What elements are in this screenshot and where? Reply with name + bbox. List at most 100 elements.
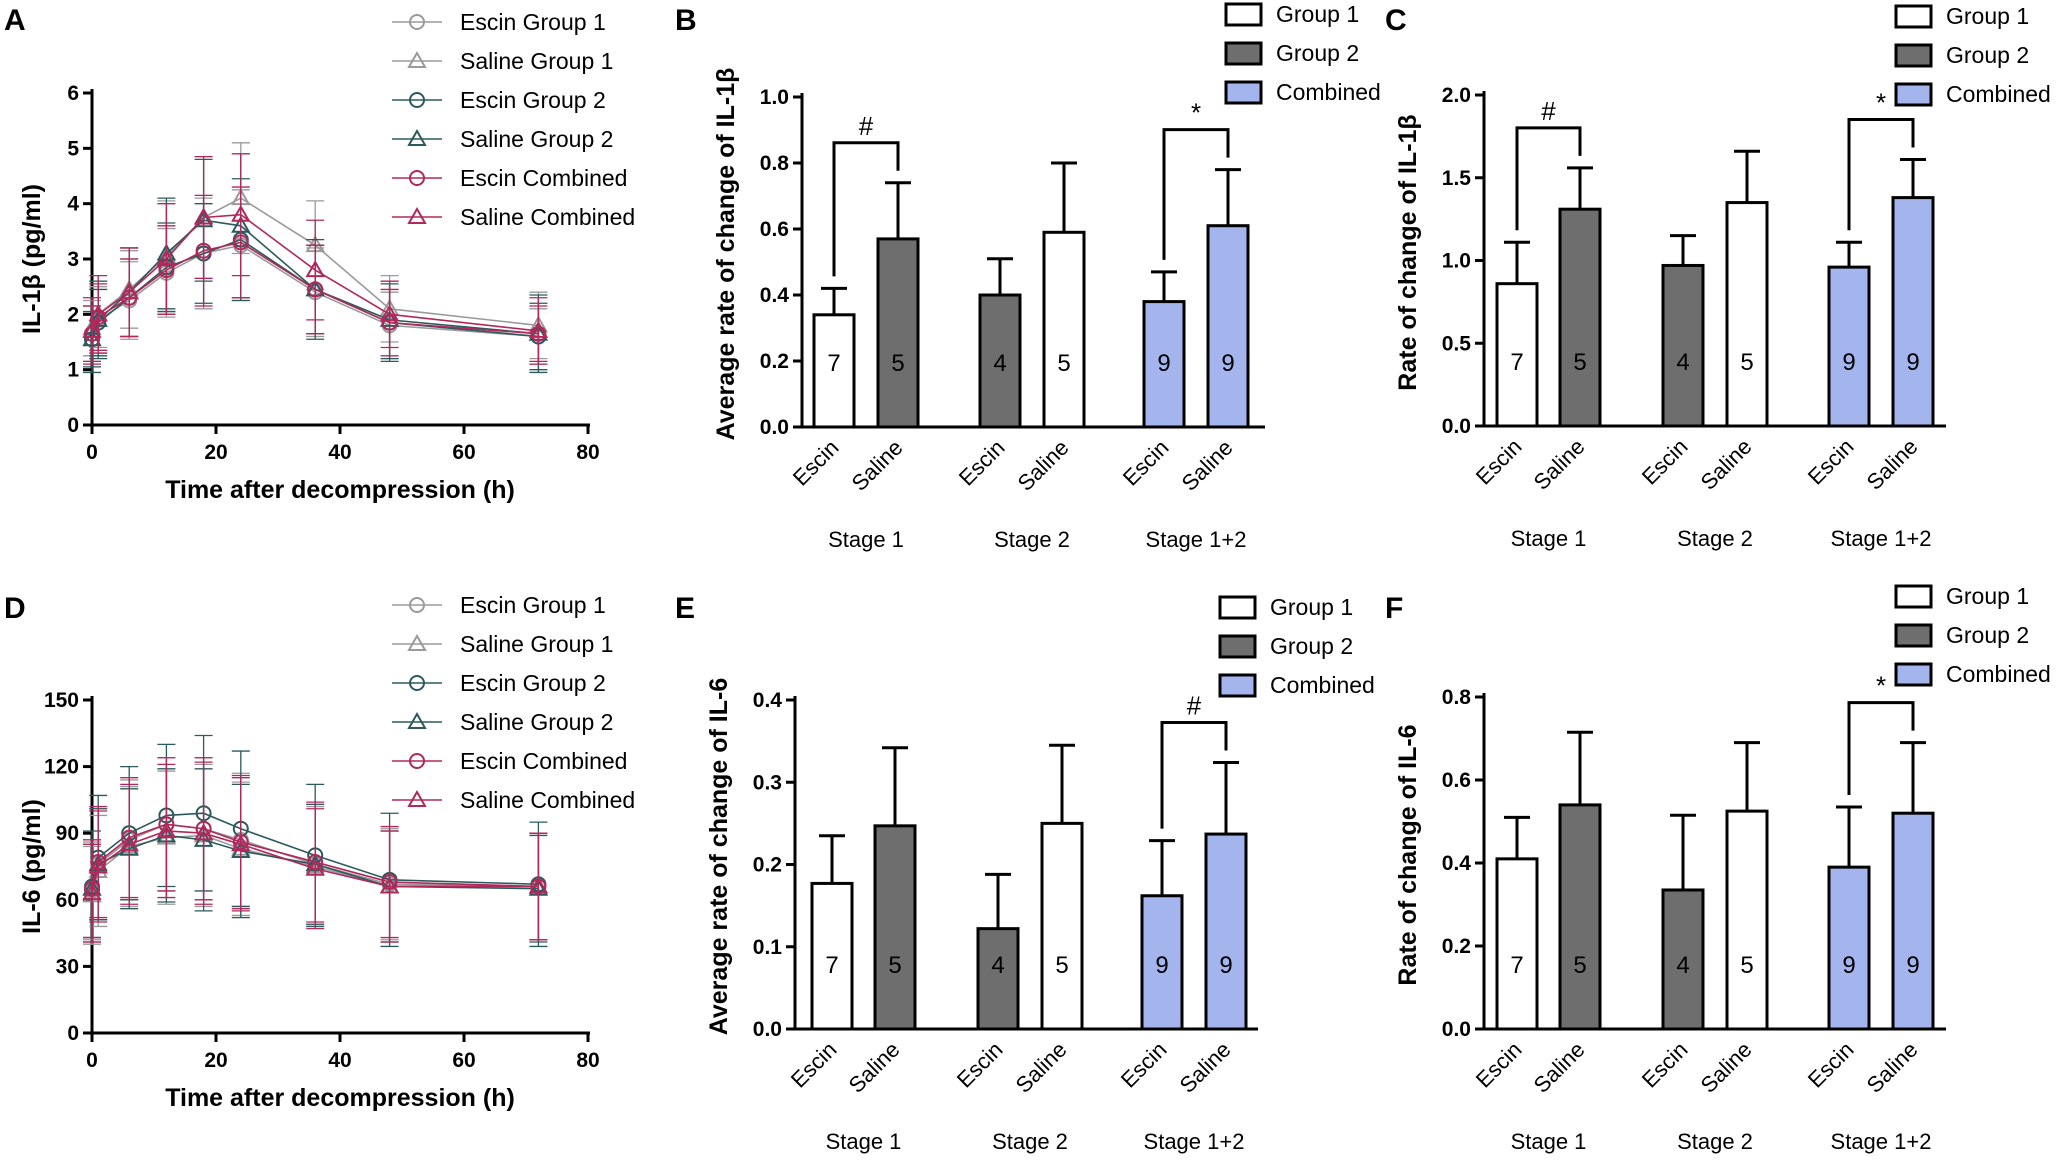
category-label: Saline [1696, 434, 1757, 495]
bar [1204, 832, 1248, 1031]
y-tick-label: 1.0 [760, 86, 789, 109]
panel-letter: B [675, 4, 697, 37]
legend-marker [407, 633, 427, 651]
y-tick-label: 0.0 [753, 1018, 782, 1041]
category-label: Escin [1803, 1037, 1859, 1093]
y-tick-label: 0.4 [760, 284, 790, 307]
data-point [305, 260, 325, 278]
panel-letter: A [4, 4, 26, 37]
data-point [231, 204, 251, 222]
data-point [305, 858, 325, 876]
y-tick-label: 0.6 [760, 218, 789, 241]
category-label: Escin [952, 1037, 1008, 1093]
legend-label: Escin Combined [460, 165, 627, 191]
category-label: Saline [1696, 1037, 1757, 1098]
panel-letter: F [1385, 592, 1403, 625]
legend-swatch [1224, 2, 1263, 27]
y-axis-title: Average rate of change of IL-1β [712, 68, 740, 441]
legend-label: Escin Group 2 [460, 87, 606, 113]
data-point [119, 834, 139, 852]
y-tick-label: 0.6 [1442, 769, 1471, 792]
data-point [528, 320, 549, 338]
x-tick-label: 80 [576, 1049, 599, 1072]
bar-n-label: 5 [1055, 952, 1068, 979]
legend-label: Group 2 [1270, 633, 1353, 659]
bar [1140, 894, 1184, 1031]
category-label: Saline [1177, 435, 1238, 496]
stage-label: Stage 1 [826, 1129, 902, 1154]
stage-label: Stage 1+2 [1144, 1129, 1245, 1154]
data-series [82, 761, 549, 943]
bar-n-label: 7 [1510, 952, 1523, 979]
panel-letter: D [4, 592, 26, 625]
x-tick-label: 60 [452, 441, 475, 464]
x-tick-label: 0 [86, 441, 98, 464]
data-series [82, 153, 549, 365]
bar [812, 313, 856, 429]
bar-n-label: 5 [1740, 952, 1753, 979]
x-tick-label: 40 [328, 1049, 351, 1072]
bar-n-label: 9 [1842, 952, 1855, 979]
category-label: Saline [1175, 1037, 1236, 1098]
category-label: Saline [1529, 434, 1590, 495]
significance-bracket [1847, 118, 1915, 231]
significance-bracket [1160, 721, 1228, 829]
y-tick-label: 150 [44, 689, 79, 712]
data-point [82, 320, 102, 338]
legend-marker [409, 753, 425, 769]
significance-label: * [1876, 88, 1886, 118]
significance-label: * [1191, 98, 1201, 128]
y-tick-label: 0.4 [753, 689, 783, 712]
y-axis-title: Rate of change of IL-1β [1394, 114, 1422, 390]
bar-n-label: 9 [1842, 349, 1855, 376]
y-tick-label: 2.0 [1442, 84, 1471, 107]
y-tick-label: 4 [67, 193, 79, 216]
legend-label: Combined [1946, 661, 2051, 687]
bar-n-label: 4 [991, 952, 1004, 979]
y-axis-title: IL-6 (pg/ml) [18, 799, 46, 934]
y-axis-title: IL-1β (pg/ml) [18, 184, 46, 334]
data-point [193, 823, 214, 841]
legend-label: Escin Group 1 [460, 592, 606, 618]
data-point [528, 876, 549, 894]
panel-letter: E [675, 592, 695, 625]
significance-label: * [1876, 671, 1886, 701]
data-point [119, 282, 139, 300]
legend-marker [407, 50, 427, 68]
legend-marker [409, 14, 425, 30]
legend-swatch [1224, 80, 1263, 105]
x-axis-title: Time after decompression (h) [165, 1084, 515, 1112]
bar [1206, 224, 1250, 429]
bar [1558, 207, 1602, 428]
data-point [156, 248, 177, 266]
legend-marker [407, 711, 427, 729]
y-tick-label: 90 [56, 822, 79, 845]
legend-swatch [1218, 634, 1257, 659]
bar-n-label: 5 [1740, 349, 1753, 376]
legend-label: Combined [1276, 79, 1381, 105]
y-tick-label: 0 [67, 414, 79, 437]
significance-label: # [859, 111, 874, 141]
bar [1891, 811, 1935, 1031]
bar [1040, 821, 1084, 1031]
y-tick-label: 30 [56, 955, 79, 978]
legend-label: Group 1 [1946, 3, 2029, 29]
y-tick-label: 0.3 [753, 771, 782, 794]
stage-label: Stage 1 [1511, 526, 1587, 551]
y-tick-label: 6 [67, 82, 79, 105]
bar-n-label: 9 [1221, 350, 1234, 377]
y-tick-label: 0.0 [1442, 1018, 1471, 1041]
legend-marker [409, 170, 425, 186]
category-label: Saline [1011, 1037, 1072, 1098]
data-point [193, 207, 214, 225]
stage-label: Stage 2 [1677, 526, 1753, 551]
significance-bracket [1162, 128, 1230, 260]
legend-label: Saline Group 2 [460, 126, 613, 152]
legend-label: Saline Combined [460, 787, 635, 813]
x-tick-label: 20 [204, 441, 227, 464]
bar-n-label: 4 [993, 350, 1006, 377]
bar-n-label: 9 [1157, 350, 1170, 377]
y-tick-label: 2 [67, 303, 79, 326]
legend-swatch [1218, 673, 1257, 698]
